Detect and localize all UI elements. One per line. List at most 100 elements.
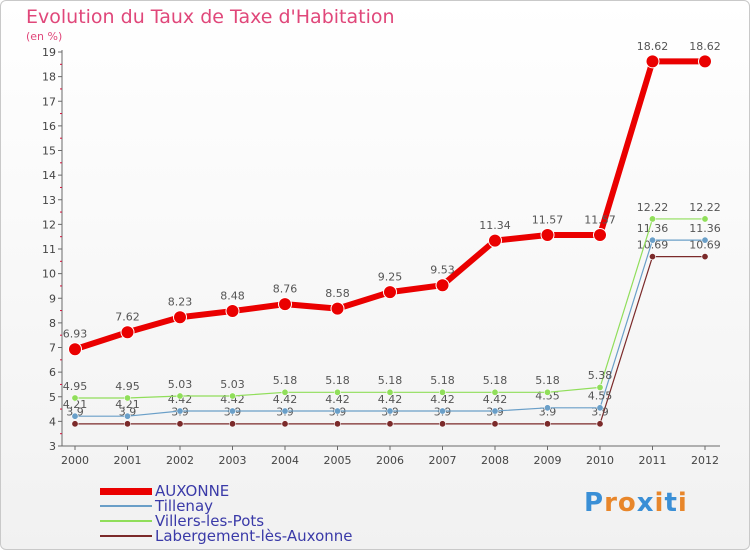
data-label: 8.23 bbox=[168, 296, 193, 309]
data-point bbox=[438, 420, 446, 428]
chart-subtitle: (en %) bbox=[26, 30, 63, 43]
data-label: 4.42 bbox=[430, 393, 455, 406]
data-label: 5.18 bbox=[483, 374, 508, 387]
logo-letter: i bbox=[654, 488, 665, 518]
data-point bbox=[596, 383, 604, 391]
data-point bbox=[491, 407, 499, 415]
x-tick-label: 2001 bbox=[114, 454, 142, 467]
data-label: 4.42 bbox=[273, 393, 298, 406]
x-tick-label: 2008 bbox=[481, 454, 509, 467]
data-label: 5.18 bbox=[273, 374, 298, 387]
x-tick-label: 2003 bbox=[219, 454, 247, 467]
data-label: 5.18 bbox=[430, 374, 455, 387]
y-tick-label: 8 bbox=[49, 317, 56, 330]
x-tick-label: 2011 bbox=[639, 454, 667, 467]
y-tick-label: 13 bbox=[42, 194, 56, 207]
data-point bbox=[229, 407, 237, 415]
data-point bbox=[333, 388, 341, 396]
x-tick-label: 2009 bbox=[534, 454, 562, 467]
data-point bbox=[124, 394, 132, 402]
x-tick-label: 2004 bbox=[271, 454, 299, 467]
data-point bbox=[176, 392, 184, 400]
series-labergement-l-s-auxonne: 3.93.93.93.93.93.93.93.93.93.93.910.6910… bbox=[66, 238, 721, 428]
data-label: 12.22 bbox=[637, 201, 669, 214]
data-label: 8.58 bbox=[325, 287, 350, 300]
x-tick-label: 2005 bbox=[324, 454, 352, 467]
legend-swatch bbox=[100, 535, 152, 537]
y-tick-label: 17 bbox=[42, 95, 56, 108]
data-label: 8.76 bbox=[273, 283, 298, 296]
y-tick-label: 18 bbox=[42, 71, 56, 84]
series-auxonne: 6.93 7.62 8.23 8.48 8.76 8.58 9.25 9.53 11.34 11.… bbox=[63, 40, 721, 357]
data-label: 3.9 bbox=[539, 406, 557, 419]
data-point bbox=[383, 285, 397, 300]
y-tick-label: 15 bbox=[42, 145, 56, 158]
data-point bbox=[176, 420, 184, 428]
data-point bbox=[438, 407, 446, 415]
data-point bbox=[176, 407, 184, 415]
data-label: 9.25 bbox=[378, 271, 403, 284]
data-point bbox=[701, 253, 709, 261]
data-point bbox=[71, 394, 79, 402]
data-point bbox=[124, 412, 132, 420]
data-point bbox=[648, 215, 656, 223]
legend-swatch bbox=[100, 505, 152, 507]
data-point bbox=[435, 278, 450, 293]
y-tick-label: 19 bbox=[42, 46, 56, 59]
y-tick-label: 5 bbox=[49, 391, 56, 404]
data-label: 4.42 bbox=[483, 393, 508, 406]
legend-label: Labergement-lès-Auxonne bbox=[155, 527, 353, 545]
data-point bbox=[278, 297, 292, 312]
data-point bbox=[386, 388, 394, 396]
y-tick-label: 10 bbox=[42, 268, 56, 281]
data-point bbox=[229, 392, 237, 400]
x-tick-label: 2000 bbox=[61, 454, 89, 467]
data-label: 5.03 bbox=[168, 378, 193, 391]
data-label: 11.57 bbox=[584, 213, 616, 226]
data-label: 5.38 bbox=[588, 369, 613, 382]
y-tick-label: 11 bbox=[42, 243, 56, 256]
y-tick-label: 14 bbox=[42, 169, 56, 182]
data-label: 11.34 bbox=[479, 219, 511, 232]
data-point bbox=[281, 407, 289, 415]
data-label: 4.42 bbox=[325, 393, 350, 406]
data-point bbox=[491, 420, 499, 428]
data-point bbox=[124, 420, 132, 428]
data-label: 5.18 bbox=[535, 374, 560, 387]
data-point bbox=[333, 420, 341, 428]
data-point bbox=[648, 253, 656, 261]
data-label: 9.53 bbox=[430, 264, 455, 277]
data-label: 6.93 bbox=[63, 328, 88, 341]
logo-letter: r bbox=[604, 488, 618, 518]
data-label: 4.21 bbox=[115, 398, 140, 411]
logo-letter: x bbox=[636, 488, 655, 518]
series-villers-les-pots: 4.95 4.95 5.03 5.03 5.18 5.18 5.18 5.18 5.18 5.18… bbox=[63, 201, 721, 402]
data-point bbox=[593, 227, 607, 242]
data-point bbox=[645, 54, 660, 69]
data-label: 7.62 bbox=[115, 311, 140, 324]
data-label: 4.21 bbox=[63, 398, 88, 411]
logo-letter: t bbox=[664, 488, 678, 518]
data-label: 12.22 bbox=[689, 201, 721, 214]
data-label: 3.9 bbox=[66, 406, 84, 419]
data-point bbox=[173, 310, 187, 325]
data-point bbox=[333, 407, 341, 415]
data-label: 5.03 bbox=[220, 378, 245, 391]
data-label: 11.36 bbox=[637, 222, 669, 235]
data-point bbox=[386, 407, 394, 415]
data-point bbox=[648, 236, 656, 244]
data-label: 11.57 bbox=[532, 213, 564, 226]
data-point bbox=[281, 420, 289, 428]
data-label: 11.36 bbox=[689, 222, 721, 235]
data-label: 5.18 bbox=[378, 374, 403, 387]
y-tick-label: 6 bbox=[49, 366, 56, 379]
data-point bbox=[281, 388, 289, 396]
data-point bbox=[698, 54, 712, 69]
logo-letter: i bbox=[677, 488, 688, 518]
legend-swatch bbox=[100, 488, 152, 495]
data-point bbox=[540, 227, 555, 242]
data-label: 3.9 bbox=[591, 406, 609, 419]
proxiti-logo: Proxiti bbox=[584, 488, 688, 518]
